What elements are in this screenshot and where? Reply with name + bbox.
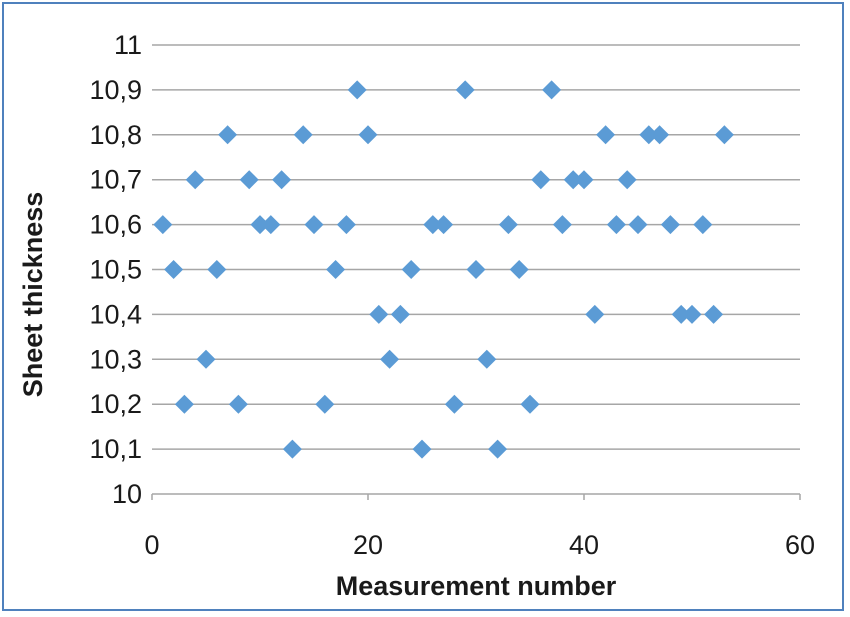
data-point xyxy=(304,215,324,235)
data-points xyxy=(153,80,734,459)
data-point xyxy=(218,125,238,145)
data-point xyxy=(563,170,583,190)
data-point xyxy=(412,439,432,459)
data-point xyxy=(401,260,421,279)
data-point xyxy=(671,304,691,324)
chart-frame xyxy=(2,2,844,611)
y-tick-label: 10,3 xyxy=(89,344,142,374)
data-point xyxy=(509,260,529,279)
data-point xyxy=(498,215,518,235)
data-point xyxy=(315,394,335,414)
data-point xyxy=(380,349,400,369)
y-tick-label: 10 xyxy=(112,479,142,509)
data-point xyxy=(326,260,346,279)
data-point xyxy=(228,394,248,414)
data-point xyxy=(207,260,227,279)
y-tick-label: 10,5 xyxy=(89,255,142,285)
y-tick-label: 10,6 xyxy=(89,210,142,240)
data-point xyxy=(293,125,313,145)
data-point xyxy=(660,215,680,235)
y-tick-label: 10,8 xyxy=(89,120,142,150)
data-point xyxy=(520,394,540,414)
data-point xyxy=(282,439,302,459)
data-point xyxy=(239,170,259,190)
data-point xyxy=(390,304,410,324)
data-point xyxy=(531,170,551,190)
data-point xyxy=(606,215,626,235)
y-tick-label: 10,1 xyxy=(89,434,142,464)
y-tick-label: 10,7 xyxy=(89,165,142,195)
x-tick-labels: 0 20 40 60 xyxy=(144,494,815,560)
data-point xyxy=(272,170,292,190)
data-point xyxy=(358,125,378,145)
y-tick-label: 10,2 xyxy=(89,389,142,419)
data-point xyxy=(261,215,281,235)
data-point xyxy=(693,215,713,235)
x-tick-label: 60 xyxy=(785,530,815,560)
data-point xyxy=(423,215,443,235)
data-point xyxy=(466,260,486,279)
data-point xyxy=(650,125,670,145)
data-point xyxy=(185,170,205,190)
data-point xyxy=(336,215,356,235)
data-point xyxy=(477,349,497,369)
data-point xyxy=(617,170,637,190)
data-point xyxy=(574,170,594,190)
data-point xyxy=(488,439,508,459)
data-point xyxy=(164,260,184,279)
y-tick-label: 11 xyxy=(114,30,142,60)
data-point xyxy=(250,215,270,235)
data-point xyxy=(714,125,734,145)
data-point xyxy=(704,304,724,324)
data-point xyxy=(628,215,648,235)
x-tick-label: 0 xyxy=(144,530,159,560)
data-point xyxy=(153,215,173,235)
data-point xyxy=(585,304,605,324)
gridlines xyxy=(152,44,800,450)
data-point xyxy=(174,394,194,414)
y-tick-label: 10,9 xyxy=(89,75,142,105)
data-point xyxy=(542,80,562,100)
x-tick-label: 20 xyxy=(353,530,383,560)
data-point xyxy=(455,80,475,100)
data-point xyxy=(639,125,659,145)
data-point xyxy=(196,349,216,369)
y-axis-title: Sheet thickness xyxy=(18,192,48,398)
data-point xyxy=(369,304,389,324)
data-point xyxy=(347,80,367,100)
data-point xyxy=(552,215,572,235)
x-tick-label: 40 xyxy=(569,530,599,560)
data-point xyxy=(434,215,454,235)
y-tick-label: 10,4 xyxy=(89,299,142,329)
data-point xyxy=(444,394,464,414)
x-axis-title: Measurement number xyxy=(336,571,617,601)
data-point xyxy=(682,304,702,324)
data-point xyxy=(596,125,616,145)
y-tick-labels: 10 10,1 10,2 10,3 10,4 10,5 10,6 10,7 10,8 10,9 11 xyxy=(89,30,142,509)
